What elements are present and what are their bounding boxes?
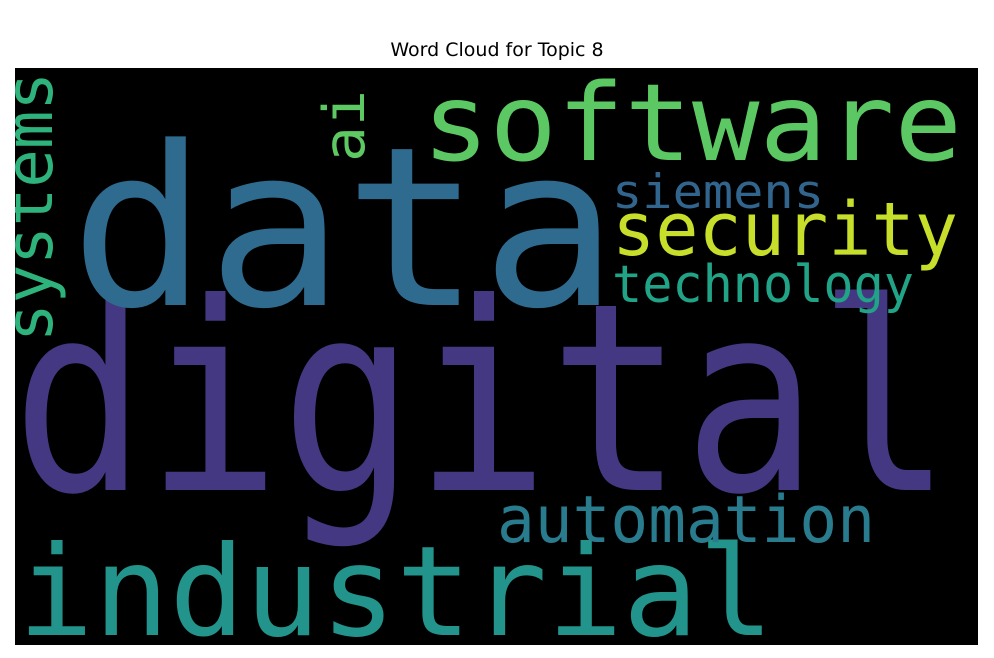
word-siemens: siemens (612, 165, 824, 220)
chart-title: Word Cloud for Topic 8 (390, 39, 604, 61)
word-data: data (70, 100, 618, 358)
word-ai: ai (312, 90, 378, 162)
word-digital: digital (15, 247, 952, 552)
word-technology: technology (612, 255, 914, 315)
word-cloud-panel: digital data industrial software systems secu… (15, 68, 978, 645)
word-industrial: industrial (18, 520, 774, 645)
word-security: security (612, 187, 958, 273)
word-automation: automation (497, 483, 875, 558)
word-software: software (422, 68, 962, 186)
word-systems: systems (15, 72, 68, 342)
